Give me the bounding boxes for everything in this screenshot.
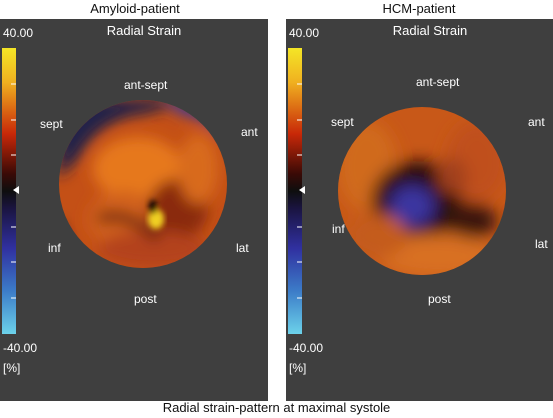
- panel-subtitle: Radial Strain: [392, 23, 468, 38]
- panel-title-amyloid: Amyloid-patient: [90, 1, 180, 16]
- segment-label-inf: inf: [332, 222, 345, 236]
- scale-unit-label: [%]: [289, 361, 307, 375]
- panel-hcm: Radial Strain 40.00 -40.00 [%]: [286, 19, 553, 401]
- colorbar: [288, 48, 302, 334]
- scale-min-label: -40.00: [289, 341, 324, 355]
- figure-caption: Radial strain-pattern at maximal systole: [162, 400, 391, 415]
- scale-max-label: 40.00: [3, 26, 34, 40]
- segment-label-ant-sept: ant-sept: [416, 75, 460, 89]
- segment-label-post: post: [134, 292, 157, 306]
- segment-label-post: post: [428, 292, 451, 306]
- zero-marker-icon: [299, 186, 305, 194]
- panel-title-hcm: HCM-patient: [382, 1, 456, 16]
- strain-map-hcm: [338, 107, 506, 275]
- segment-label-sept: sept: [40, 117, 63, 131]
- scale-max-label: 40.00: [289, 26, 320, 40]
- colorbar: [2, 48, 16, 334]
- segment-label-lat: lat: [236, 241, 249, 255]
- scale-unit-label: [%]: [3, 361, 21, 375]
- zero-marker-icon: [13, 186, 19, 194]
- segment-label-inf: inf: [48, 241, 61, 255]
- segment-label-ant-sept: ant-sept: [124, 78, 168, 92]
- strain-map-amyloid: [59, 100, 227, 268]
- segment-label-ant: ant: [528, 115, 545, 129]
- segment-label-ant: ant: [241, 125, 258, 139]
- segment-label-sept: sept: [331, 115, 354, 129]
- panel-subtitle: Radial Strain: [106, 23, 182, 38]
- panel-amyloid: Radial Strain 40.00 -40.00 [%]: [0, 19, 268, 401]
- scale-min-label: -40.00: [3, 341, 38, 355]
- segment-label-lat: lat: [535, 237, 548, 251]
